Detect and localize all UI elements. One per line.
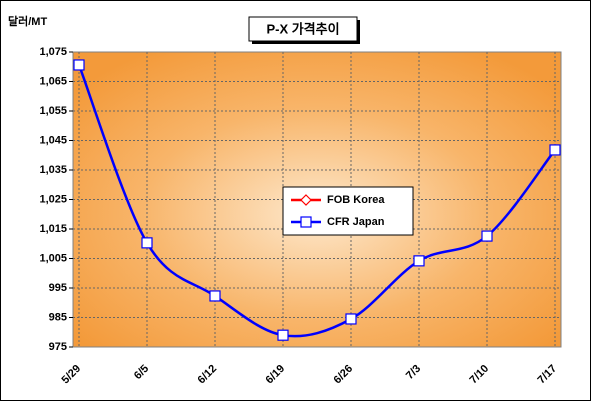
y-tick-label: 1,015	[39, 223, 67, 235]
marker	[209, 290, 221, 302]
marker	[345, 313, 357, 325]
marker	[549, 144, 561, 156]
marker	[73, 59, 85, 71]
y-tick-label: 1,045	[39, 134, 67, 146]
legend-label: FOB Korea	[327, 194, 385, 206]
y-tick-label: 1,005	[39, 252, 67, 264]
title-box	[248, 16, 358, 42]
y-tick-label: 1,065	[39, 75, 67, 87]
y-tick-label: 1,035	[39, 164, 67, 176]
y-axis-label: 달러/MT	[8, 14, 47, 28]
y-tick-label: 995	[49, 282, 67, 294]
chart-title: P-X 가격추이	[266, 21, 339, 36]
marker	[413, 255, 425, 267]
marker	[481, 230, 493, 242]
y-tick-label: 1,055	[39, 105, 67, 117]
y-tick-label: 975	[49, 341, 67, 353]
marker	[141, 237, 153, 249]
y-tick-label: 1,075	[39, 46, 67, 58]
marker	[277, 329, 289, 341]
y-tick-label: 985	[49, 311, 67, 323]
legend-label: CFR Japan	[327, 216, 385, 228]
marker	[300, 216, 312, 228]
marker	[300, 194, 312, 206]
y-tick-label: 1,025	[39, 193, 67, 205]
